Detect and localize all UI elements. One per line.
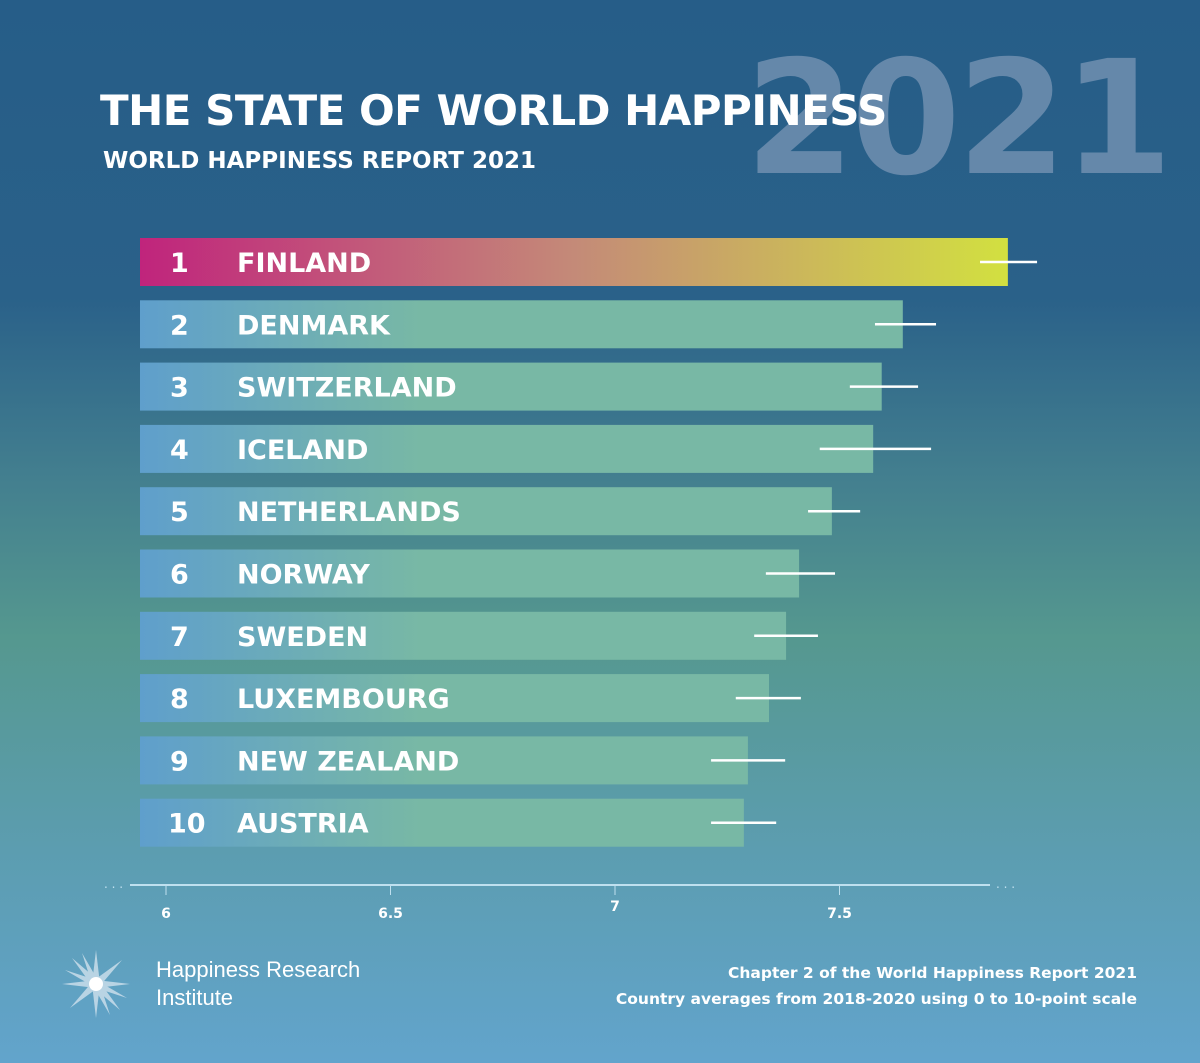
x-tick-label: 7.5 [827,906,852,922]
rank-label: 2 [170,310,189,341]
rank-label: 7 [170,622,189,653]
bar [140,549,800,598]
country-label: DENMARK [237,310,391,341]
rank-label: 4 [170,435,189,466]
footnote-line-2: Country averages from 2018-2020 using 0 … [615,990,1137,1008]
x-tick-label: 6.5 [378,906,403,922]
country-label: NEW ZEALAND [237,746,459,777]
country-label: AUSTRIA [237,809,369,840]
country-label: SWEDEN [237,622,368,653]
country-label: NETHERLANDS [237,497,461,528]
rank-label: 8 [170,684,189,715]
country-label: FINLAND [237,248,371,279]
rank-label: 9 [170,746,189,777]
logo-line-1: Happiness Research [156,957,361,982]
logo-line-2: Institute [156,985,234,1010]
bar [140,238,1008,286]
bar [140,736,748,785]
x-tick-label: 6 [161,906,171,922]
starburst-icon [62,950,130,1018]
axis-ellipsis-right: . . . [996,877,1015,891]
rank-label: 1 [170,248,189,279]
footnote-line-1: Chapter 2 of the World Happiness Report … [727,964,1137,982]
bar [140,611,787,660]
bar [140,424,874,473]
year-backdrop: 2021 [745,27,1173,211]
logo-text: Happiness Research Institute [156,956,360,1012]
bar [140,362,882,411]
country-label: LUXEMBOURG [237,684,450,715]
rank-label: 3 [170,373,189,404]
page-subtitle: WORLD HAPPINESS REPORT 2021 [103,148,536,174]
footnote: Chapter 2 of the World Happiness Report … [616,960,1137,1012]
bar [140,300,903,349]
country-label: SWITZERLAND [237,373,457,404]
rank-label: 6 [170,560,189,591]
bar [140,674,770,723]
rank-label: 5 [170,497,189,528]
bar [140,487,832,536]
x-tick-label: 7 [610,899,620,915]
axis-ellipsis-left: . . . [104,877,123,891]
country-label: ICELAND [237,435,368,466]
logo [62,950,130,1018]
rank-label: 10 [168,809,206,840]
country-label: NORWAY [237,560,370,591]
page-title: THE STATE OF WORLD HAPPINESS [100,86,887,135]
bar [140,798,744,847]
